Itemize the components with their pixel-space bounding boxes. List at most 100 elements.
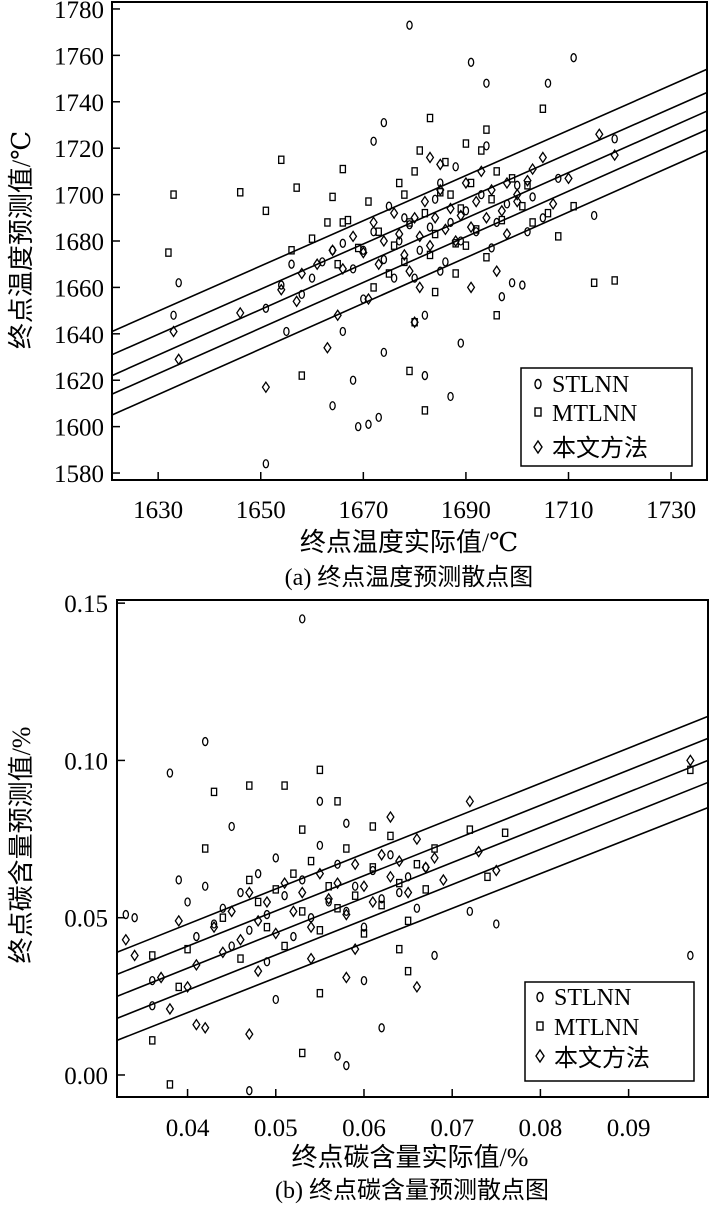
b-point-proposed [465, 795, 475, 808]
a-point-mtlnn [457, 204, 465, 213]
a-point-mtlnn [385, 269, 393, 278]
a-reference-line-3 [111, 110, 708, 377]
a-x-axis-label: 终点温度实际值/℃ [300, 528, 518, 557]
a-point-stlnn [170, 310, 177, 320]
a-point-mtlnn [401, 257, 408, 267]
b-point-proposed [474, 845, 483, 858]
a-y-tick-label: 1600 [54, 415, 104, 442]
a-x-tick-label: 1650 [236, 497, 286, 524]
b-point-proposed [262, 895, 272, 909]
b-point-mtlnn [201, 844, 209, 853]
a-legend-label-mtlnn: MTLNN [552, 401, 637, 427]
a-point-mtlnn [334, 259, 341, 269]
b-legend-marker-mtlnn [536, 1021, 544, 1031]
b-point-stlnn [272, 994, 280, 1005]
a-point-stlnn [483, 141, 490, 151]
a-point-stlnn [278, 280, 285, 290]
a-caption: (a) 终点温度预测散点图 [285, 564, 534, 591]
a-point-proposed [502, 176, 512, 190]
b-point-stlnn [201, 736, 209, 747]
a-point-proposed [395, 227, 404, 241]
a-point-stlnn [298, 289, 306, 300]
a-point-stlnn [426, 222, 434, 232]
a-point-mtlnn [170, 190, 177, 199]
b-point-mtlnn [307, 856, 315, 866]
a-point-proposed [446, 202, 455, 215]
b-point-stlnn [325, 897, 332, 907]
a-point-mtlnn [288, 246, 295, 255]
a-point-mtlnn [375, 227, 382, 236]
b-point-mtlnn [175, 982, 182, 992]
a-point-proposed [487, 183, 496, 197]
a-point-stlnn [539, 213, 547, 223]
b-reference-lines [116, 715, 709, 1042]
a-point-stlnn [437, 266, 444, 276]
b-point-stlnn [298, 614, 306, 624]
b-point-mtlnn [263, 922, 271, 932]
a-point-stlnn [442, 257, 449, 267]
a-point-stlnn [498, 292, 506, 302]
a-point-mtlnn [555, 232, 562, 241]
b-x-axis-label: 终点碳含量实际值/% [292, 1143, 529, 1172]
b-point-stlnn [360, 922, 368, 932]
b-point-mtlnn [466, 825, 474, 834]
b-point-mtlnn [219, 913, 227, 922]
b-point-stlnn [343, 906, 350, 917]
b-point-stlnn [413, 903, 421, 913]
a-point-proposed [174, 353, 183, 366]
b-point-proposed [306, 920, 316, 934]
a-point-proposed [338, 262, 348, 276]
a-point-proposed [425, 151, 435, 164]
a-point-stlnn [380, 347, 388, 358]
b-point-stlnn [404, 872, 412, 882]
b-point-stlnn [378, 1023, 385, 1033]
a-legend-marker-mtlnn [534, 407, 542, 417]
b-point-proposed [492, 864, 501, 877]
a-point-proposed [451, 234, 460, 248]
a-point-proposed [595, 128, 604, 141]
a-point-proposed [461, 176, 471, 190]
b-point-mtlnn [387, 831, 394, 841]
b-point-mtlnn [166, 1080, 174, 1089]
b-point-proposed [130, 949, 139, 962]
b-point-mtlnn [316, 988, 324, 998]
a-point-stlnn [483, 78, 490, 88]
b-point-mtlnn [316, 765, 324, 775]
b-point-mtlnn [325, 881, 332, 891]
b-point-mtlnn [484, 872, 491, 882]
b-point-mtlnn [334, 904, 341, 913]
b-point-proposed [271, 927, 280, 940]
b-point-proposed [209, 920, 219, 934]
a-point-proposed [348, 230, 358, 243]
a-point-proposed [312, 258, 322, 271]
b-scatter-points [121, 614, 695, 1096]
a-point-stlnn [611, 134, 618, 144]
a-point-mtlnn [539, 104, 547, 113]
b-point-stlnn [228, 821, 235, 832]
a-point-stlnn [524, 227, 531, 237]
b-point-stlnn [219, 903, 227, 913]
b-point-stlnn [343, 818, 350, 828]
a-point-mtlnn [483, 252, 490, 262]
b-point-mtlnn [298, 1048, 306, 1058]
a-axis-ticks: 1630 1650 1670 1690 1710 1730 1580 1600 1620 1640… [54, 0, 696, 524]
a-point-proposed [528, 162, 537, 176]
a-x-tick-label: 1630 [133, 497, 183, 524]
a-point-mtlnn [365, 197, 372, 206]
a-legend-marker-stlnn [534, 378, 542, 390]
b-point-mtlnn [290, 869, 297, 878]
b-point-stlnn [122, 909, 130, 920]
a-point-stlnn [488, 243, 495, 253]
a-point-stlnn [544, 78, 552, 88]
a-point-proposed [400, 248, 409, 262]
a-point-stlnn [519, 280, 526, 290]
b-point-proposed [192, 1018, 201, 1031]
b-point-stlnn [210, 919, 218, 929]
a-point-mtlnn [544, 208, 552, 218]
a-point-stlnn [513, 180, 521, 190]
a-point-stlnn [457, 338, 465, 348]
b-point-mtlnn [149, 951, 156, 960]
a-point-mtlnn [426, 113, 434, 123]
a-x-tick-label: 1690 [441, 497, 491, 524]
